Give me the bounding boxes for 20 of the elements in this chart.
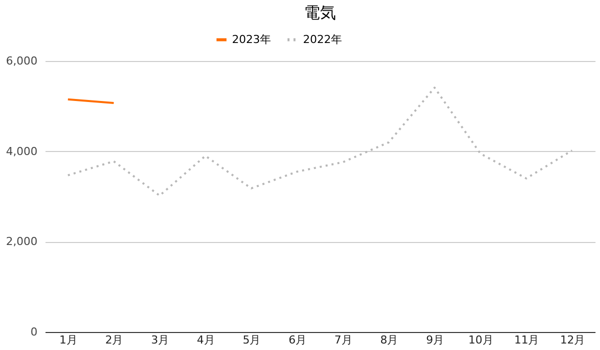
x-tick-label: 5月 [242,334,261,346]
x-tick-label: 9月 [426,334,444,346]
legend-label: 2022年 [303,32,342,46]
line-series [66,86,574,197]
x-tick-label: 12月 [560,334,586,346]
y-tick-label: 2,000 [6,235,38,248]
chart-title: 電気 [304,3,336,22]
x-tick-label: 8月 [380,334,398,346]
x-tick-label: 11月 [514,334,540,346]
x-tick-label: 4月 [196,334,215,346]
legend-label: 2023年 [232,32,271,46]
x-tick-label: 7月 [334,334,352,346]
y-tick-label: 6,000 [6,54,38,68]
x-tick-label: 1月 [59,334,78,346]
x-tick-label: 2月 [105,334,124,346]
y-tick-label: 0 [30,326,38,338]
x-tick-label: 10月 [468,334,494,346]
y-tick-label: 4,000 [6,144,38,158]
x-tick-label: 6月 [288,334,307,346]
x-tick-label: 3月 [151,334,170,346]
